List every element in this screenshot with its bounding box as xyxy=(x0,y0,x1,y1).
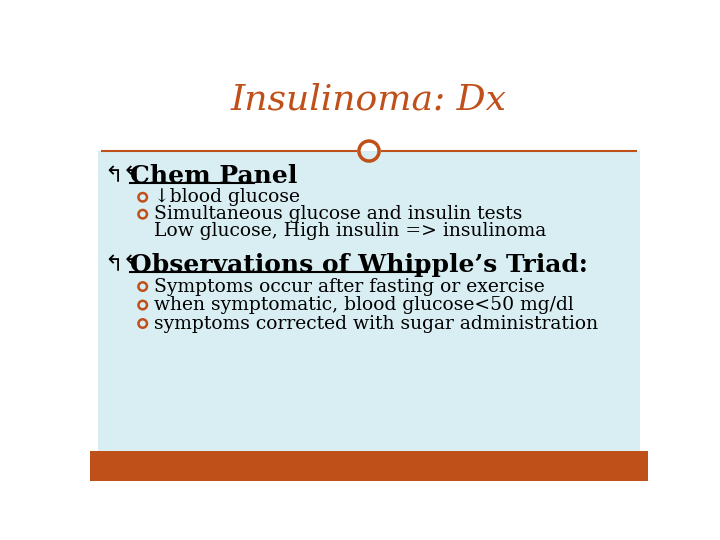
Text: ↰↰: ↰↰ xyxy=(104,255,141,275)
FancyBboxPatch shape xyxy=(90,451,648,481)
Text: symptoms corrected with sugar administration: symptoms corrected with sugar administra… xyxy=(153,314,598,333)
Text: Insulinoma: Dx: Insulinoma: Dx xyxy=(231,83,507,117)
Text: ↓blood glucose: ↓blood glucose xyxy=(153,188,300,206)
Text: when symptomatic, blood glucose<50 mg/dl: when symptomatic, blood glucose<50 mg/dl xyxy=(153,296,573,314)
Text: Observations of Whipple’s Triad:: Observations of Whipple’s Triad: xyxy=(130,253,588,277)
FancyBboxPatch shape xyxy=(90,65,648,151)
FancyBboxPatch shape xyxy=(98,151,640,451)
Text: ↰↰: ↰↰ xyxy=(104,166,141,186)
Text: Low glucose, High insulin => insulinoma: Low glucose, High insulin => insulinoma xyxy=(153,222,546,240)
Text: Chem Panel: Chem Panel xyxy=(130,165,297,188)
Text: Simultaneous glucose and insulin tests: Simultaneous glucose and insulin tests xyxy=(153,205,522,223)
Text: Symptoms occur after fasting or exercise: Symptoms occur after fasting or exercise xyxy=(153,278,544,295)
